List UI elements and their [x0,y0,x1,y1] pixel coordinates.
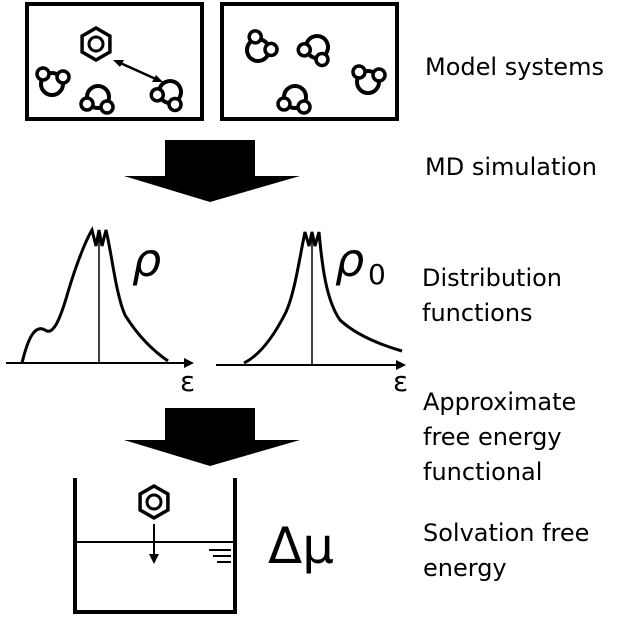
rho-symbol: ρ [132,233,161,287]
axis-left-arrowhead [184,358,194,368]
interaction-double-arrow [117,60,159,82]
model-system-box-solute [25,2,204,121]
double-arrow-head-end [152,75,163,82]
benzene-solute-icon [138,484,170,520]
axis-right-arrowhead [396,360,406,370]
label-distribution-line1: Distribution [422,264,563,292]
water-molecule-icon [293,28,337,70]
water-molecule-icon [35,66,71,97]
double-arrow-head-start [113,60,124,67]
water-molecule-icon [79,84,115,115]
solvation-container [73,478,237,614]
delta-mu-symbol: Δμ [268,517,334,575]
distribution-curve-rho [20,226,169,364]
label-approx-line1: Approximate [423,388,577,416]
label-approx-line2: free energy [423,423,562,451]
insertion-arrow-head [149,554,159,564]
water-molecule-icon [237,26,283,71]
approximation-arrow [124,408,300,466]
water-molecule-icon [276,84,312,115]
epsilon-label-right: ε [393,365,408,398]
distribution-curve-rho0 [243,231,403,365]
rho0-subscript: 0 [368,258,386,291]
label-distribution-line2: functions [422,299,533,327]
benzene-molecule-icon [80,26,112,62]
rho0-symbol: ρ [335,233,364,287]
water-molecule-icon [351,64,387,95]
label-md-simulation: MD simulation [425,153,597,181]
label-solvation-line2: energy [423,554,507,582]
model-system-box-pure [220,2,399,121]
epsilon-label-left: ε [180,365,195,398]
label-model-systems: Model systems [425,53,604,81]
label-approx-line3: functional [423,458,543,486]
md-simulation-arrow [124,140,300,202]
label-solvation-line1: Solvation free [423,519,590,547]
